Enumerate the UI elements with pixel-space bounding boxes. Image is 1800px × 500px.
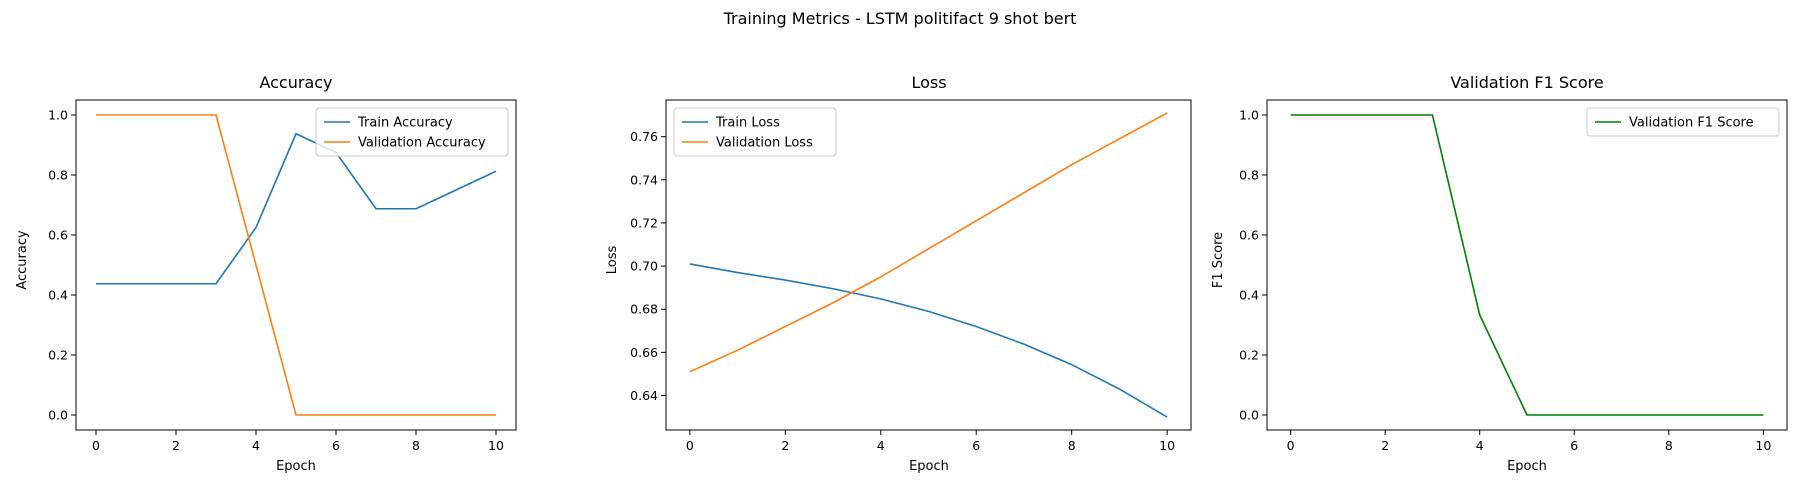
- x-tick-label: 10: [488, 438, 504, 453]
- legend-frame: [315, 107, 509, 157]
- subplot-accuracy: Accuracy Epoch Accuracy 0 2 4 6 8 10 0.0 0.2 0.4…: [15, 73, 517, 474]
- x-tick-label: 4: [1476, 438, 1484, 453]
- series-line-validation-f1-score: [1290, 114, 1764, 416]
- legend-entry: Validation F1 Score: [1629, 116, 1754, 131]
- legend-entry: Train Accuracy: [357, 116, 453, 131]
- y-tick-label: 0.70: [630, 259, 658, 274]
- x-tick-label: 8: [1068, 438, 1076, 453]
- x-tick-label: 10: [1159, 438, 1175, 453]
- subplot-title: Accuracy: [259, 73, 332, 92]
- y-axis-label: Loss: [605, 246, 620, 275]
- subplot-title: Loss: [911, 73, 946, 92]
- x-tick-label: 6: [972, 438, 980, 453]
- plot-frame: [75, 99, 517, 431]
- y-tick-label: 0.2: [48, 348, 68, 363]
- y-axis-label: Accuracy: [15, 230, 30, 290]
- x-tick-label: 4: [252, 438, 260, 453]
- y-tick-label: 0.8: [1239, 168, 1259, 183]
- y-tick-label: 0.6: [48, 228, 68, 243]
- x-axis-label: Epoch: [1507, 459, 1547, 474]
- y-tick-label: 0.0: [48, 408, 68, 423]
- plot-frame: [1266, 99, 1788, 431]
- legend-entry: Validation Accuracy: [358, 136, 486, 151]
- legend-entry: Validation Loss: [716, 136, 813, 151]
- y-tick-label: 0.2: [1239, 348, 1259, 363]
- x-tick-label: 2: [172, 438, 180, 453]
- legend: Validation F1 Score: [1586, 107, 1780, 137]
- x-tick-label: 6: [1570, 438, 1578, 453]
- y-tick-label: 0.0: [1239, 408, 1259, 423]
- y-tick-label: 0.4: [48, 288, 68, 303]
- y-tick-label: 0.8: [48, 168, 68, 183]
- x-tick-label: 4: [877, 438, 885, 453]
- x-tick-label: 8: [412, 438, 420, 453]
- subplot-title: Validation F1 Score: [1450, 73, 1603, 92]
- y-tick-label: 0.6: [1239, 228, 1259, 243]
- legend-frame: [673, 107, 837, 157]
- x-tick-label: 2: [1381, 438, 1389, 453]
- series-line-validation-accuracy: [96, 114, 496, 416]
- y-axis-label: F1 Score: [1211, 232, 1226, 288]
- series-line-validation-loss: [689, 112, 1168, 373]
- x-tick-label: 2: [781, 438, 789, 453]
- legend-frame: [1586, 107, 1780, 137]
- y-tick-label: 0.64: [630, 388, 658, 403]
- subplot-f1: Validation F1 Score Epoch F1 Score 0 2 4 6 8…: [1211, 73, 1788, 474]
- y-tick-label: 0.76: [630, 129, 658, 144]
- y-tick-label: 1.0: [48, 108, 68, 123]
- y-tick-label: 0.4: [1239, 288, 1259, 303]
- legend: Train Loss Validation Loss: [673, 107, 837, 157]
- x-tick-label: 0: [1287, 438, 1295, 453]
- y-tick-label: 0.74: [630, 172, 658, 187]
- figure-title: Training Metrics - LSTM politifact 9 sho…: [723, 9, 1077, 28]
- x-tick-label: 6: [332, 438, 340, 453]
- y-tick-label: 0.72: [630, 215, 658, 230]
- series-line-train-accuracy: [96, 132, 497, 285]
- x-tick-label: 8: [1665, 438, 1673, 453]
- legend-entry: Train Loss: [715, 116, 780, 131]
- legend: Train Accuracy Validation Accuracy: [315, 107, 509, 157]
- x-tick-label: 0: [686, 438, 694, 453]
- x-tick-label: 0: [92, 438, 100, 453]
- series-line-train-loss: [689, 263, 1168, 418]
- x-axis-label: Epoch: [276, 459, 316, 474]
- y-tick-label: 0.68: [630, 302, 658, 317]
- x-axis-label: Epoch: [909, 459, 949, 474]
- x-tick-label: 10: [1755, 438, 1771, 453]
- plot-frame: [665, 99, 1192, 431]
- subplot-loss: Loss Epoch Loss 0 2 4 6 8 10 0.64 0.66 0.68 0.70 0…: [605, 73, 1192, 474]
- y-tick-label: 1.0: [1239, 108, 1259, 123]
- y-tick-label: 0.66: [630, 345, 658, 360]
